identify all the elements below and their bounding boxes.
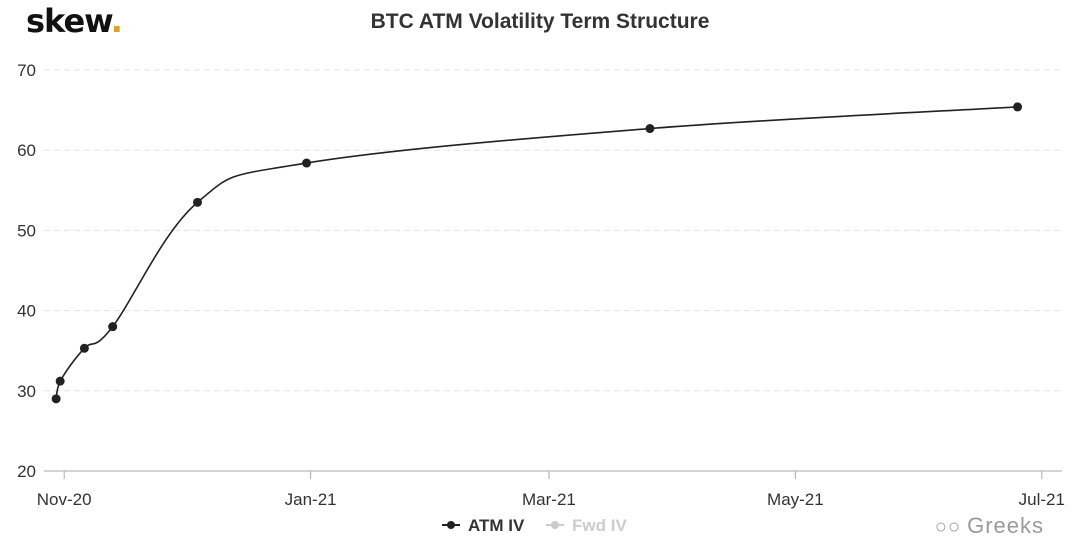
legend-label-0: ATM IV xyxy=(468,516,525,535)
data-point-0-5 xyxy=(302,158,312,168)
y-tick-label-40: 40 xyxy=(17,302,36,321)
legend-marker-0 xyxy=(447,521,455,529)
y-tick-label-60: 60 xyxy=(17,141,36,160)
watermark: ○○ Greeks xyxy=(935,513,1044,539)
series-line-0 xyxy=(55,106,1018,399)
grid-layer xyxy=(44,69,1062,392)
logo-dot: . xyxy=(110,2,123,40)
chart-title: BTC ATM Volatility Term Structure xyxy=(370,10,710,33)
x-tick-label-Jul-21: Jul-21 xyxy=(1019,490,1065,509)
x-tick-label-Jan-21: Jan-21 xyxy=(285,490,337,509)
data-point-0-6 xyxy=(645,124,655,134)
watermark-text: Greeks xyxy=(967,513,1044,538)
logo-text: skew xyxy=(26,2,112,40)
series-layer xyxy=(51,102,1023,404)
legend[interactable]: ATM IV Fwd IV xyxy=(442,516,627,535)
y-tick-label-20: 20 xyxy=(17,462,36,481)
data-point-0-4 xyxy=(193,197,203,207)
wechat-icon: ○○ xyxy=(934,516,962,538)
y-tick-label-70: 70 xyxy=(17,61,36,80)
data-point-0-2 xyxy=(79,343,89,353)
data-point-0-7 xyxy=(1013,102,1023,112)
legend-item-0[interactable]: ATM IV xyxy=(442,516,525,535)
data-point-0-0 xyxy=(51,394,61,404)
legend-label-1: Fwd IV xyxy=(572,516,627,535)
data-point-0-1 xyxy=(55,376,65,386)
y-tick-label-50: 50 xyxy=(17,221,36,240)
axis-layer: 20 30 40 50 60 70 Nov-20 Jan-21 Mar-21 May-21 Jul-… xyxy=(17,61,1065,509)
data-point-0-3 xyxy=(108,322,118,332)
skew-logo: skew. xyxy=(26,2,123,40)
legend-marker-1 xyxy=(551,521,559,529)
x-tick-label-Mar-21: Mar-21 xyxy=(522,490,576,509)
x-tick-label-Nov-20: Nov-20 xyxy=(37,490,92,509)
x-tick-label-May-21: May-21 xyxy=(767,490,824,509)
legend-item-1[interactable]: Fwd IV xyxy=(546,516,627,535)
y-tick-label-30: 30 xyxy=(17,382,36,401)
